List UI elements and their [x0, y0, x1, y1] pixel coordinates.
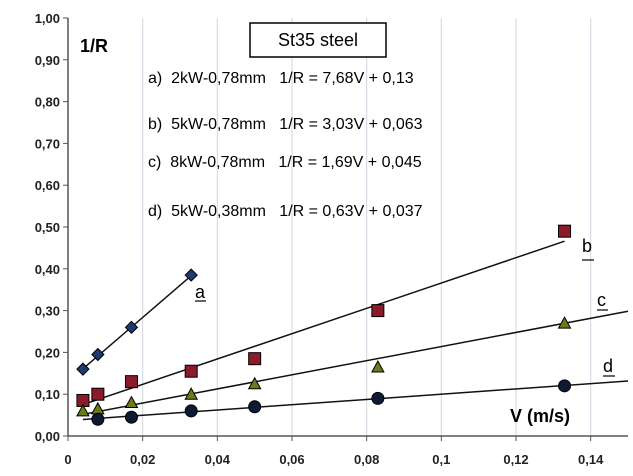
x-tick-label: 0,04 [205, 452, 231, 467]
y-tick-label: 0,40 [35, 262, 60, 277]
legend-entry-a: a) 2kW-0,78mm 1/R = 7,68V + 0,13 [148, 70, 414, 87]
data-point-d [124, 410, 138, 424]
x-axis-title: V (m/s) [510, 406, 570, 426]
data-point-a [124, 320, 139, 335]
fit-line-b [82, 240, 565, 406]
data-point-d [248, 400, 262, 414]
data-point-b [124, 375, 138, 389]
y-tick-label: 0,00 [35, 429, 60, 444]
data-point-c [371, 359, 385, 373]
data-point-c [91, 401, 105, 415]
fit-line-c [82, 310, 629, 416]
data-point-b [91, 387, 105, 401]
data-point-d [91, 412, 105, 426]
x-tick-label: 0,1 [432, 452, 450, 467]
legend-entry-b: b) 5kW-0,78mm 1/R = 3,03V + 0,063 [148, 116, 423, 133]
data-point-d [558, 379, 572, 393]
x-tick-label: 0,08 [354, 452, 379, 467]
data-point-c [247, 376, 262, 390]
data-point-b [248, 352, 262, 366]
data-point-b [558, 224, 572, 238]
series-label-d: d [603, 356, 613, 376]
data-point-d [371, 391, 385, 405]
y-tick-label: 0,60 [35, 178, 60, 193]
data-points [76, 224, 572, 426]
tick-labels: 0 0,02 0,04 0,06 0,08 0,1 0,12 0,14 0,00 0,10 0,20… [35, 11, 604, 467]
data-point-c [184, 387, 199, 400]
legend-entry-c: c) 8kW-0,78mm 1/R = 1,69V + 0,045 [148, 154, 422, 171]
series-label-b: b [582, 236, 592, 256]
x-tick-label: 0 [64, 452, 71, 467]
axes [63, 17, 628, 441]
data-point-b [184, 364, 198, 378]
y-tick-label: 0,50 [35, 220, 60, 235]
y-tick-label: 0,70 [35, 136, 60, 151]
x-tick-label: 0,06 [279, 452, 304, 467]
data-point-c [124, 395, 139, 409]
x-tick-label: 0,12 [503, 452, 528, 467]
x-tick-label: 0,14 [578, 452, 604, 467]
y-tick-label: 1,00 [35, 11, 60, 26]
y-tick-label: 0,10 [35, 387, 60, 402]
y-tick-label: 0,80 [35, 95, 60, 110]
y-tick-label: 0,90 [35, 53, 60, 68]
data-point-a [91, 347, 105, 362]
fit-lines [82, 240, 629, 421]
data-point-c [76, 403, 90, 417]
series-label-a: a [195, 282, 206, 302]
data-point-b [371, 304, 385, 318]
chart-title: St35 steel [278, 30, 358, 50]
y-tick-label: 0,30 [35, 304, 60, 319]
series-label-c: c [597, 290, 606, 310]
fit-line-d [82, 380, 629, 421]
legend-entry-d: d) 5kW-0,38mm 1/R = 0,63V + 0,037 [148, 203, 423, 220]
data-point-a [184, 268, 198, 282]
x-tick-label: 0,02 [130, 452, 155, 467]
grid-lines [142, 18, 592, 436]
data-point-a [76, 362, 90, 376]
y-tick-label: 0,20 [35, 345, 60, 360]
title-box [249, 22, 387, 58]
data-point-c [557, 316, 572, 329]
y-axis-title: 1/R [80, 36, 108, 56]
data-point-d [184, 404, 198, 418]
